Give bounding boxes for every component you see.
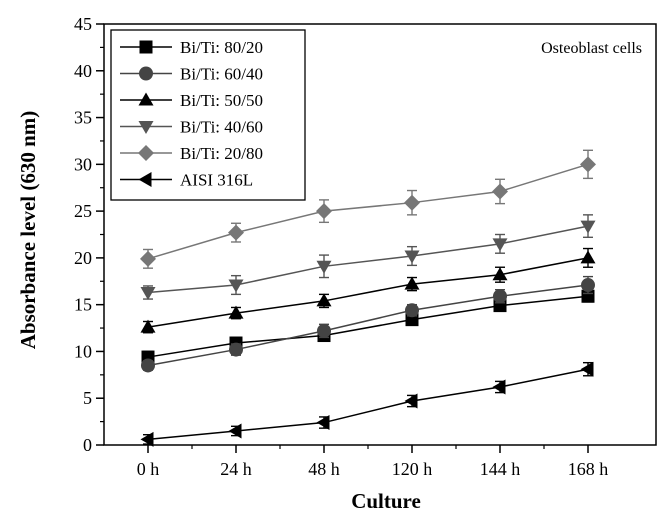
- data-point: [140, 431, 154, 447]
- y-tick-label: 30: [74, 154, 92, 174]
- y-tick-label: 35: [74, 108, 92, 128]
- data-point: [229, 342, 243, 357]
- data-point: [228, 305, 244, 319]
- series-line: [147, 257, 589, 328]
- data-point: [404, 393, 418, 409]
- legend-entry-label: Bi/Ti: 20/80: [180, 144, 263, 163]
- data-point: [140, 319, 156, 333]
- data-point: [492, 238, 508, 252]
- legend-marker: [138, 145, 154, 161]
- y-tick-label: 40: [74, 61, 92, 81]
- x-axis-title: Culture: [351, 489, 421, 513]
- x-tick-label: 120 h: [392, 459, 433, 479]
- data-point: [404, 250, 420, 264]
- series-2: [141, 275, 595, 373]
- data-point: [228, 224, 244, 241]
- x-tick-label: 168 h: [568, 459, 609, 479]
- data-point: [405, 303, 419, 318]
- legend-marker: [138, 92, 154, 106]
- series-line: [147, 368, 589, 441]
- data-point: [493, 289, 507, 304]
- series-5: [140, 149, 596, 269]
- legend-marker: [138, 121, 154, 134]
- y-tick-label: 10: [74, 341, 92, 361]
- series-line: [147, 225, 589, 294]
- legend-box: [110, 29, 306, 201]
- series-6: [140, 361, 594, 447]
- y-tick-label: 0: [83, 435, 92, 455]
- legend-marker: [139, 66, 153, 81]
- y-tick-label: 25: [74, 201, 92, 221]
- data-point: [316, 293, 332, 307]
- y-tick-label: 5: [83, 388, 92, 408]
- series-line: [147, 284, 589, 367]
- data-point: [580, 250, 596, 264]
- data-point: [228, 279, 244, 293]
- legend-entry-label: Bi/Ti: 50/50: [180, 91, 263, 110]
- legend-entry-label: Bi/Ti: 60/40: [180, 65, 263, 84]
- y-axis-title: Absorbance level (630 nm): [16, 111, 40, 350]
- data-point: [580, 361, 594, 377]
- legend-marker: [138, 172, 152, 187]
- x-tick-label: 0 h: [137, 459, 160, 479]
- axis-ticks: 0 5 10 15 20 25 30 35 40 45 0 h 24 h 48 h 120 h 144 h 1…: [74, 14, 608, 479]
- data-point: [492, 379, 506, 395]
- legend-entry-label: Bi/Ti: 80/20: [180, 38, 263, 57]
- x-tick-label: 24 h: [220, 459, 252, 479]
- data-point: [404, 276, 420, 290]
- data-point: [140, 250, 156, 267]
- data-point: [580, 156, 596, 173]
- y-tick-label: 45: [74, 14, 92, 34]
- x-tick-label: 144 h: [480, 459, 521, 479]
- x-tick-label: 48 h: [308, 459, 340, 479]
- data-point: [316, 203, 332, 220]
- legend-entry-label: AISI 316L: [180, 171, 253, 190]
- data-point: [316, 260, 332, 274]
- data-point: [581, 278, 595, 293]
- chart-annotation: Osteoblast cells: [541, 40, 642, 57]
- series-line: [147, 163, 589, 260]
- data-point: [492, 183, 508, 200]
- data-point: [140, 287, 156, 301]
- data-point: [404, 194, 420, 211]
- series-line: [147, 295, 589, 358]
- series-layer: [140, 149, 596, 447]
- series-3: [140, 247, 596, 334]
- data-point: [492, 267, 508, 281]
- data-point: [580, 220, 596, 234]
- series-4: [140, 214, 596, 301]
- legend-entry-label: Bi/Ti: 40/60: [180, 118, 263, 137]
- data-point: [228, 423, 242, 439]
- legend-marker: [139, 40, 153, 54]
- legend: Bi/Ti: 80/20 Bi/Ti: 60/40 Bi/Ti: 50/50 Bi/T…: [110, 29, 306, 201]
- data-point: [316, 415, 330, 431]
- series-1: [141, 289, 595, 364]
- data-point: [141, 358, 155, 373]
- y-tick-label: 15: [74, 295, 92, 315]
- data-point: [317, 323, 331, 338]
- y-tick-label: 20: [74, 248, 92, 268]
